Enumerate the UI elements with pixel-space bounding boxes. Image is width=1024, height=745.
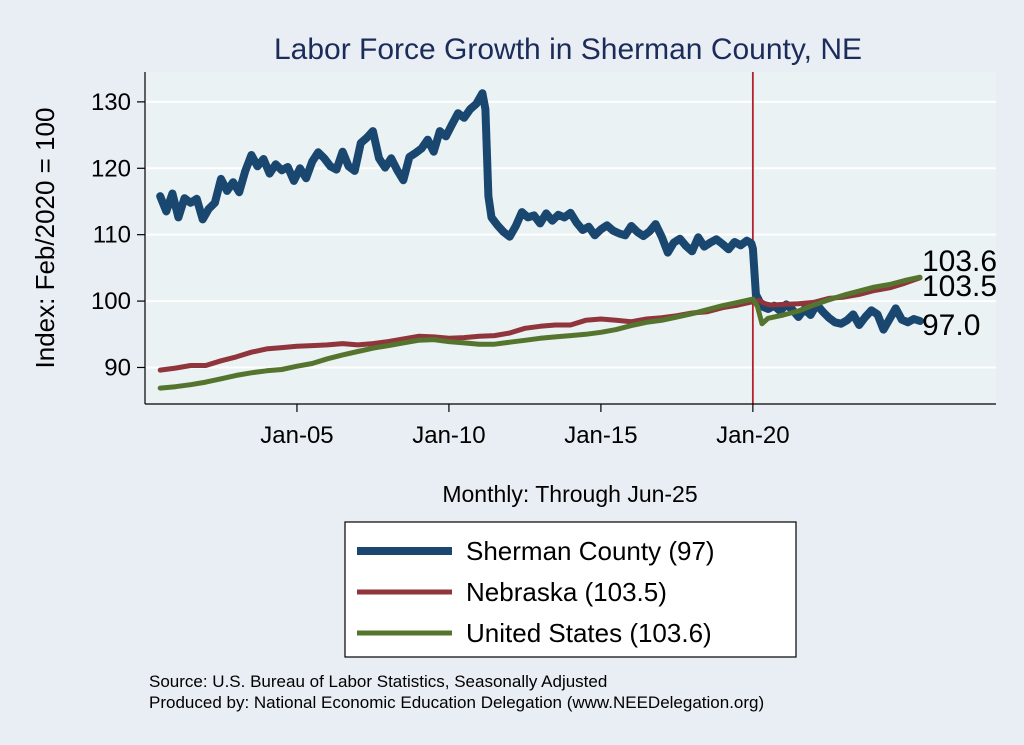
legend-label-1: Nebraska (103.5) [466,577,667,607]
series-line-0 [156,89,924,334]
end-label-1: 103.5 [922,270,997,303]
y-tick-label: 100 [91,288,131,315]
chart-title: Labor Force Growth in Sherman County, NE [274,33,862,66]
legend: Sherman County (97) Nebraska (103.5) Unite… [344,521,797,658]
plot-area [145,72,996,404]
y-tick-label: 130 [91,89,131,116]
legend-label-2: United States (103.6) [466,618,712,648]
x-tick-label: Jan-05 [260,422,333,449]
y-tick-label: 110 [93,222,131,249]
produced-by-text: Produced by: National Economic Education… [149,693,765,712]
axes: 90 100 110 120 130 Jan-05 Jan-10 Jan-15 Jan-20 [91,72,996,449]
source-text: Source: U.S. Bureau of Labor Statistics,… [149,672,608,691]
y-tick-label: 120 [91,155,131,182]
x-tick-label: Jan-20 [716,422,789,449]
x-tick-label: Jan-10 [412,422,485,449]
end-label-0: 97.0 [922,309,980,342]
legend-label-0: Sherman County (97) [466,536,715,566]
x-axis-title: Monthly: Through Jun-25 [442,481,697,507]
y-axis-title: Index: Feb/2020 = 100 [30,108,60,369]
y-tick-label: 90 [104,354,131,381]
series-lines [156,89,924,391]
source-notes: Source: U.S. Bureau of Labor Statistics,… [149,671,764,713]
end-label-2: 103.6 [922,245,997,278]
x-tick-label: Jan-15 [564,422,637,449]
series-line-1 [157,275,923,373]
series-line-2 [157,274,923,391]
